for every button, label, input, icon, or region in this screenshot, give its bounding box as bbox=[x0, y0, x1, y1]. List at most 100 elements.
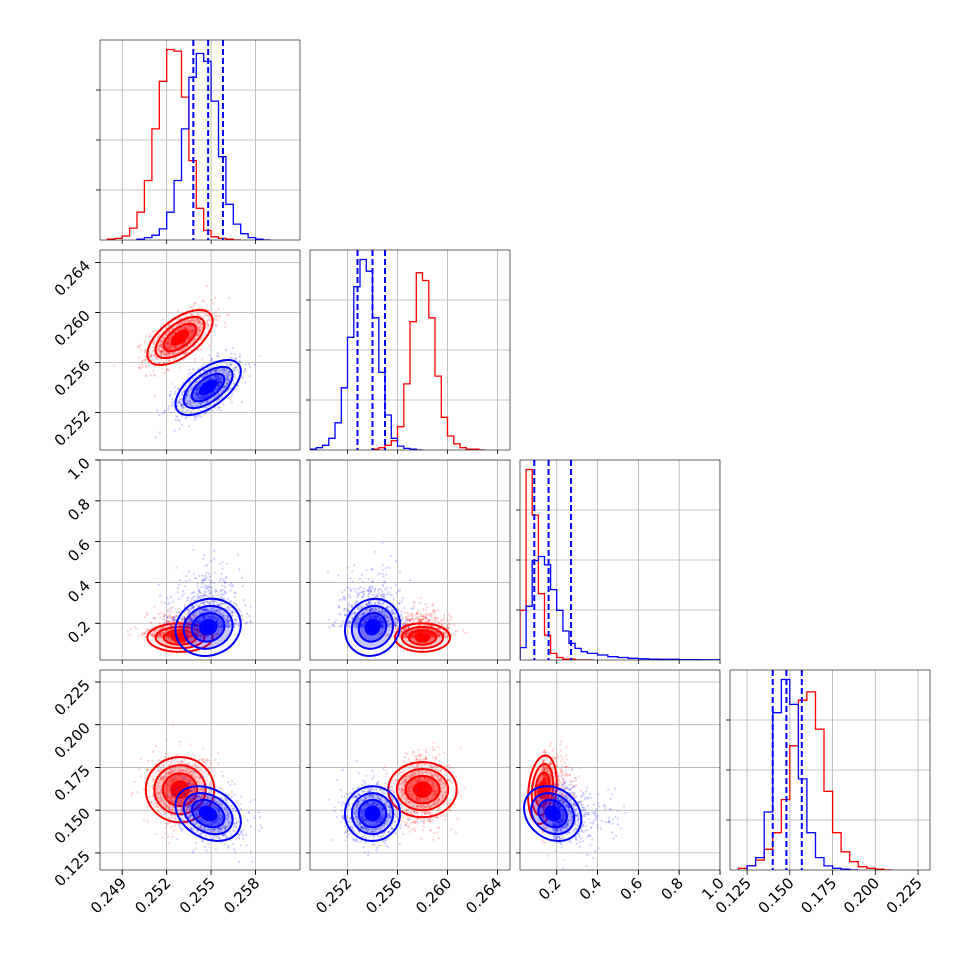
scatter-point bbox=[218, 377, 221, 380]
scatter-point bbox=[159, 627, 162, 630]
scatter-point bbox=[182, 405, 185, 408]
scatter-point bbox=[161, 634, 164, 637]
scatter-point bbox=[223, 370, 226, 373]
scatter-point bbox=[187, 376, 190, 379]
scatter-point bbox=[169, 616, 172, 619]
scatter-point bbox=[166, 343, 169, 346]
scatter-point bbox=[431, 618, 434, 621]
scatter-point bbox=[195, 416, 198, 419]
scatter-point bbox=[178, 402, 181, 405]
scatter-point bbox=[187, 320, 190, 323]
scatter-point bbox=[173, 346, 176, 349]
scatter-point bbox=[200, 328, 203, 332]
scatter-point bbox=[217, 380, 220, 383]
scatter-point bbox=[164, 327, 167, 330]
scatter-point bbox=[167, 324, 170, 327]
scatter-point bbox=[217, 385, 220, 388]
scatter-point bbox=[167, 635, 170, 638]
scatter-point bbox=[216, 377, 219, 380]
scatter-point bbox=[193, 338, 196, 341]
scatter-point bbox=[226, 375, 229, 378]
scatter-point bbox=[159, 616, 162, 619]
scatter-point bbox=[161, 626, 164, 630]
scatter-point bbox=[174, 357, 177, 360]
scatter-point bbox=[202, 316, 205, 320]
scatter-point bbox=[180, 321, 183, 324]
scatter-point bbox=[160, 351, 163, 354]
scatter-point bbox=[198, 321, 201, 324]
scatter-point bbox=[231, 392, 234, 395]
scatter-point bbox=[186, 409, 189, 412]
scatter-point bbox=[226, 379, 229, 382]
scatter-point bbox=[218, 385, 221, 388]
scatter-point bbox=[215, 368, 218, 371]
scatter-point bbox=[201, 358, 204, 361]
scatter-point bbox=[195, 388, 198, 392]
scatter-point bbox=[196, 386, 199, 389]
scatter-point bbox=[412, 605, 416, 608]
scatter-point bbox=[201, 395, 204, 399]
scatter-point bbox=[197, 367, 200, 370]
scatter-point bbox=[170, 344, 173, 347]
scatter-point bbox=[191, 319, 194, 323]
scatter-point bbox=[235, 605, 239, 608]
scatter-point bbox=[440, 619, 443, 622]
scatter-point bbox=[195, 320, 198, 323]
scatter-point bbox=[166, 347, 169, 350]
scatter-point bbox=[178, 345, 182, 348]
scatter-point bbox=[197, 393, 200, 396]
scatter-point bbox=[141, 360, 144, 363]
scatter-point bbox=[145, 628, 148, 631]
scatter-point bbox=[203, 395, 207, 398]
scatter-point bbox=[201, 376, 204, 379]
scatter-point bbox=[186, 632, 189, 635]
scatter-point bbox=[164, 345, 167, 348]
scatter-point bbox=[204, 395, 207, 398]
scatter-point bbox=[217, 384, 220, 387]
scatter-point bbox=[178, 620, 181, 623]
scatter-point bbox=[155, 356, 158, 359]
scatter-point bbox=[197, 328, 200, 331]
scatter-point bbox=[209, 392, 212, 395]
scatter-point bbox=[176, 591, 179, 594]
scatter-point bbox=[235, 365, 238, 369]
scatter-point bbox=[197, 322, 200, 325]
scatter-point bbox=[215, 395, 218, 398]
scatter-point bbox=[166, 342, 169, 345]
scatter-point bbox=[196, 322, 199, 325]
scatter-point bbox=[159, 635, 162, 638]
scatter-point bbox=[144, 365, 148, 368]
scatter-point bbox=[199, 402, 202, 405]
scatter-point bbox=[183, 348, 186, 351]
scatter-point bbox=[152, 631, 155, 634]
scatter-point bbox=[160, 346, 163, 349]
scatter-point bbox=[167, 341, 170, 344]
scatter-point bbox=[214, 311, 218, 314]
scatter-point bbox=[213, 557, 216, 561]
scatter-point bbox=[241, 376, 244, 379]
scatter-point bbox=[159, 345, 162, 348]
scatter-point bbox=[221, 560, 224, 563]
scatter-point bbox=[182, 314, 185, 317]
scatter-point bbox=[203, 412, 206, 415]
scatter-point bbox=[198, 393, 201, 396]
scatter-point bbox=[205, 396, 208, 399]
scatter-point bbox=[167, 345, 171, 348]
scatter-point bbox=[188, 425, 191, 428]
scatter-point bbox=[222, 403, 225, 406]
scatter-point bbox=[222, 368, 225, 371]
scatter-point bbox=[172, 632, 175, 635]
scatter-point bbox=[195, 392, 198, 395]
scatter-point bbox=[158, 333, 161, 337]
scatter-point bbox=[177, 597, 180, 601]
scatter-point bbox=[222, 371, 225, 374]
scatter-point bbox=[351, 570, 354, 573]
scatter-point bbox=[227, 375, 230, 378]
scatter-point bbox=[178, 400, 181, 403]
scatter-point bbox=[247, 362, 250, 366]
density-peak bbox=[203, 382, 214, 393]
scatter-point bbox=[218, 380, 222, 383]
scatter-point bbox=[184, 319, 187, 323]
scatter-point bbox=[196, 348, 199, 351]
scatter-point bbox=[223, 367, 226, 370]
